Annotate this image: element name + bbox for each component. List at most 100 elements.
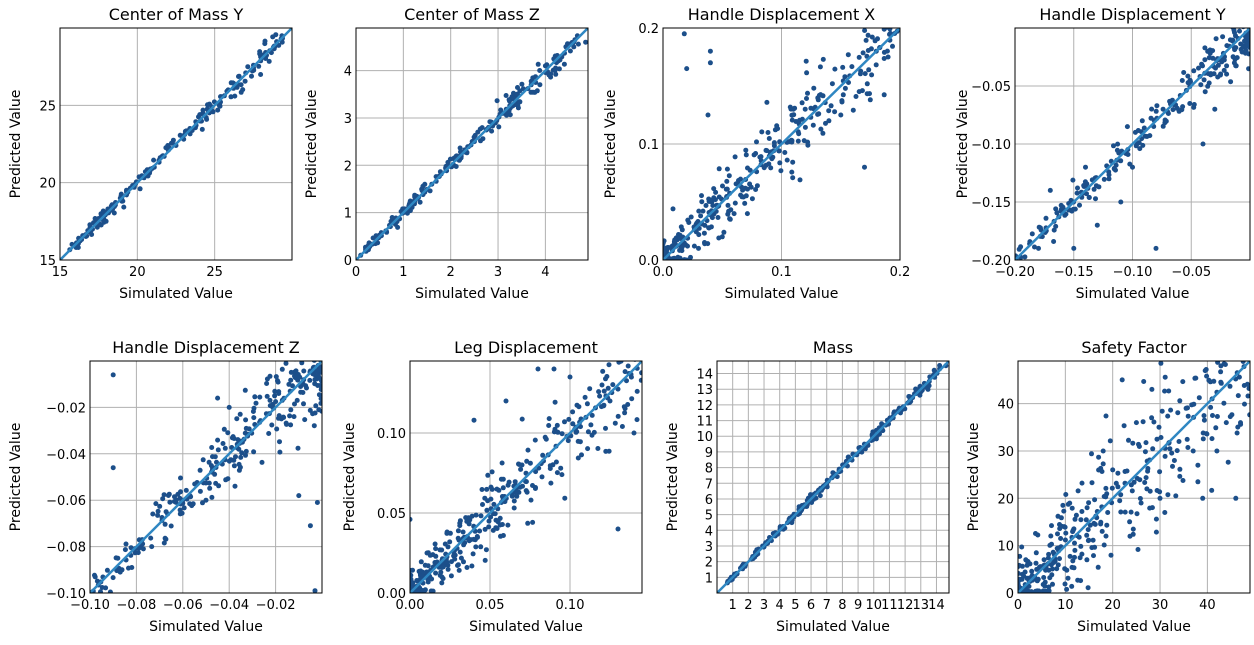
data-point (1202, 45, 1208, 51)
data-point (688, 214, 694, 220)
data-point (1191, 68, 1197, 74)
data-point (1225, 315, 1230, 320)
data-point (1109, 485, 1115, 491)
data-point (1240, 317, 1245, 322)
data-point (277, 439, 282, 445)
data-point (1208, 71, 1214, 77)
y-axis-label: Predicted Value (665, 423, 681, 532)
data-point (1079, 509, 1085, 514)
data-point (1175, 410, 1181, 416)
data-point (1063, 530, 1069, 536)
data-point (1115, 141, 1121, 147)
data-point (1143, 475, 1149, 481)
data-point (1246, 66, 1250, 72)
data-point (229, 435, 235, 441)
data-point (867, 91, 872, 97)
data-point (764, 99, 770, 105)
data-point (1083, 517, 1089, 523)
data-point (192, 481, 198, 487)
y-axis-label: Predicted Value (304, 90, 320, 199)
reference-line (90, 361, 322, 593)
data-point (1100, 448, 1106, 454)
data-point (276, 389, 282, 395)
data-point (460, 529, 466, 535)
y-tick-label: 20 (39, 177, 56, 192)
data-point (1100, 461, 1106, 467)
data-point (583, 39, 588, 45)
data-point (232, 93, 238, 99)
data-point (790, 106, 796, 112)
data-point (259, 459, 265, 465)
data-point (1064, 586, 1070, 592)
data-point (805, 90, 810, 96)
x-axis-label: Simulated Value (119, 286, 233, 302)
data-point (1099, 469, 1105, 474)
data-point (420, 183, 426, 189)
data-point (212, 454, 218, 460)
x-axis-label: Simulated Value (469, 619, 583, 635)
x-tick-label: −0.15 (1054, 265, 1094, 280)
data-point (832, 66, 838, 72)
data-point (1205, 355, 1210, 360)
data-point (1050, 581, 1055, 587)
data-point (467, 517, 473, 523)
data-point (823, 120, 828, 126)
data-point (1241, 271, 1246, 276)
data-point (535, 61, 541, 67)
data-point (163, 536, 169, 542)
data-point (514, 91, 520, 97)
data-point (1199, 61, 1205, 67)
x-tick-label: −0.02 (256, 598, 296, 613)
data-point (679, 244, 685, 250)
y-tick-label: 9 (705, 446, 713, 461)
data-point (117, 569, 123, 575)
data-point (845, 52, 851, 58)
data-point (486, 518, 492, 524)
y-tick-label: 0.1 (638, 138, 659, 153)
data-point (1243, 48, 1249, 54)
data-point (1157, 495, 1163, 501)
x-tick-label: 4 (776, 598, 784, 613)
data-point (1234, 430, 1240, 436)
chart-title: Leg Displacement (454, 338, 598, 357)
data-point (1136, 441, 1141, 447)
data-point (537, 82, 543, 88)
data-point (1181, 70, 1187, 75)
data-point (537, 68, 543, 73)
y-tick-label: 0.0 (638, 254, 659, 269)
data-point (432, 541, 438, 547)
chart-title: Safety Factor (1081, 338, 1187, 357)
data-point (865, 48, 871, 53)
data-point (316, 375, 322, 380)
data-point (161, 492, 167, 498)
data-point (1047, 575, 1053, 581)
data-point (140, 546, 146, 552)
plot-content (663, 28, 900, 260)
plot-content (90, 347, 322, 593)
data-point (721, 229, 727, 235)
data-point (1073, 512, 1079, 518)
data-point (319, 408, 322, 414)
data-point (155, 512, 161, 518)
x-tick-label: 25 (206, 265, 223, 280)
data-point (625, 402, 631, 407)
data-point (1113, 167, 1118, 173)
data-point (1237, 319, 1242, 324)
data-point (1041, 557, 1047, 563)
data-point (585, 429, 591, 435)
data-point (505, 522, 511, 528)
data-point (869, 34, 875, 40)
data-point (1060, 204, 1066, 210)
data-point (1099, 528, 1105, 534)
data-point (439, 565, 445, 570)
data-point (570, 409, 576, 415)
data-point (1241, 383, 1247, 388)
data-point (754, 183, 760, 189)
data-point (1049, 523, 1054, 529)
data-point (300, 347, 305, 352)
data-point (524, 458, 530, 464)
data-point (1201, 77, 1207, 83)
data-point (276, 415, 281, 421)
data-point (1029, 568, 1035, 574)
data-point (1153, 108, 1159, 114)
